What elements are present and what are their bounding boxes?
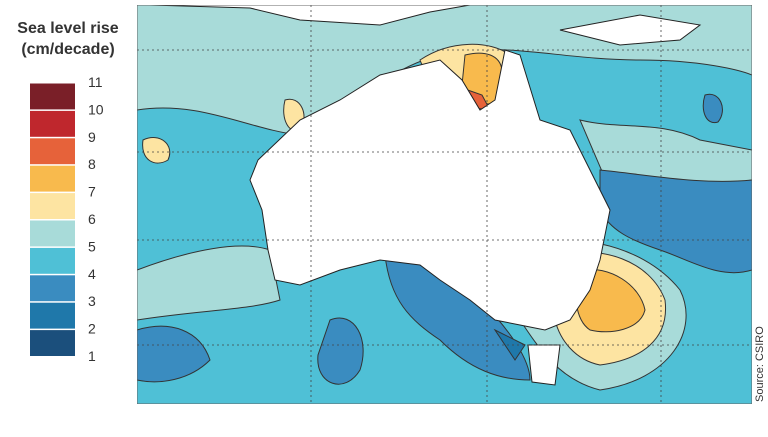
legend-title: Sea level rise: [17, 20, 119, 37]
legend-swatch: [30, 83, 75, 110]
legend-swatch: [30, 302, 75, 329]
legend-swatch: [30, 220, 75, 247]
legend-label: 11: [88, 74, 103, 90]
contour-2-3: [493, 328, 526, 361]
islands: [149, 5, 702, 46]
legend-label: 7: [88, 184, 96, 200]
legend-label: 4: [88, 266, 96, 282]
legend-swatch: [30, 330, 75, 356]
legend-label: 1: [88, 348, 96, 364]
legend-label: 2: [88, 321, 96, 337]
land: [249, 49, 611, 386]
legend-swatch: [30, 165, 75, 192]
legend-unit: (cm/decade): [21, 41, 114, 58]
legend-swatch: [30, 193, 75, 219]
legend-label: 6: [88, 211, 96, 227]
legend-swatch: [30, 275, 75, 302]
legend-swatch: [30, 247, 75, 274]
legend-label: 9: [88, 129, 96, 145]
source: Source: CSIRO: [754, 326, 766, 402]
contour-3-4: [137, 93, 752, 385]
map: [137, 5, 752, 404]
legend-label: 5: [88, 238, 96, 254]
legend-swatch: [30, 138, 75, 165]
legend-label: 3: [88, 293, 96, 309]
legend-swatch: [30, 110, 75, 137]
legend-label: 8: [88, 156, 96, 172]
legend: 1 2 3 4 5 6 7 8 9 10 11: [30, 74, 104, 364]
legend-label: 10: [88, 101, 104, 117]
